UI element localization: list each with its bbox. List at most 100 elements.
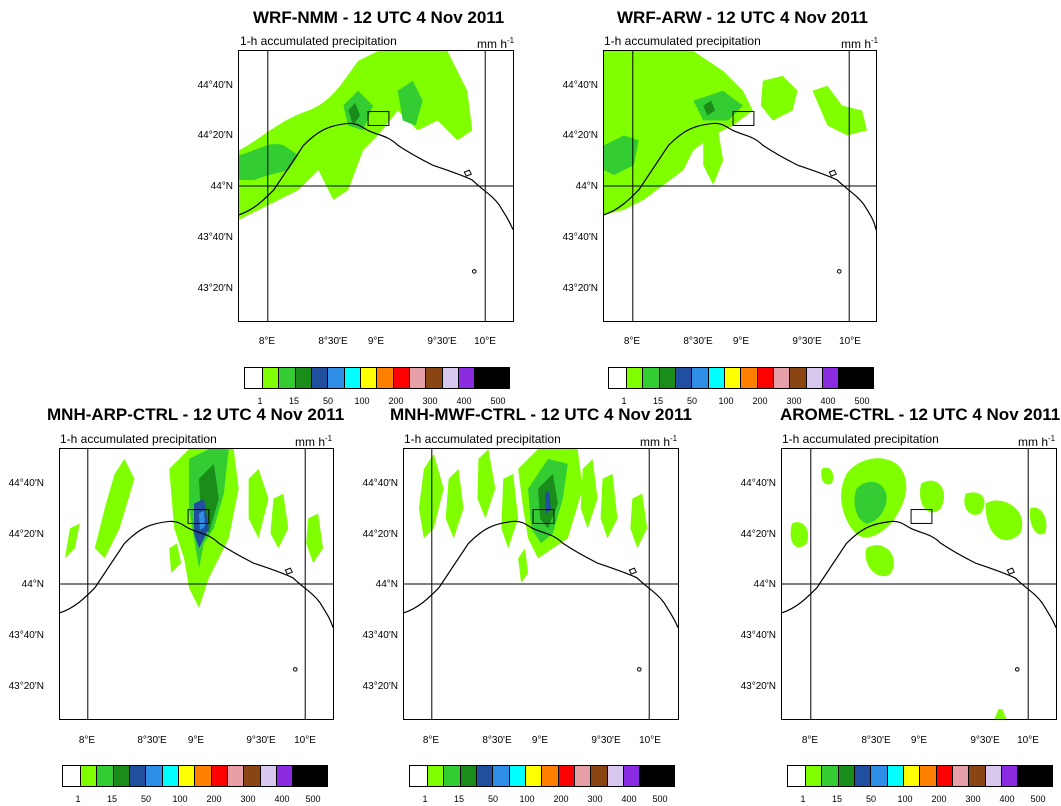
x-tick-label: 9°30'E — [427, 336, 457, 347]
x-tick-label: 8°E — [801, 735, 819, 746]
colorbar-swatch — [393, 368, 410, 388]
colorbar-swatch — [952, 766, 970, 786]
y-tick-label: 44°N — [21, 579, 44, 590]
colorbar-label: 200 — [206, 794, 222, 804]
x-tick-label: 9°E — [910, 735, 928, 746]
colorbar-swatch — [113, 766, 130, 786]
colorbar-swatch — [936, 766, 953, 786]
colorbar-swatch — [493, 766, 510, 786]
colorbar-label: 200 — [553, 794, 569, 804]
colorbar-swatch — [692, 368, 709, 388]
y-tick-label: 43°40'N — [740, 630, 776, 641]
colorbar-swatch — [558, 766, 575, 786]
x-tick-label: 10°E — [294, 735, 316, 746]
y-tick-label: 43°40'N — [562, 232, 598, 243]
colorbar-label: 300 — [587, 794, 603, 804]
y-tick-label: 43°40'N — [8, 630, 44, 641]
colorbar-swatch — [1018, 766, 1053, 786]
x-tick-label: 8°30'E — [861, 735, 891, 746]
colorbar-label: 100 — [718, 396, 734, 406]
colorbar-swatch — [887, 766, 904, 786]
precipitation-map — [239, 51, 513, 321]
y-tick-label: 44°40'N — [197, 80, 233, 91]
colorbar-swatch — [640, 766, 675, 786]
panel-subtitle: 1-h accumulated precipitation — [604, 34, 761, 48]
colorbar-swatch — [643, 368, 660, 388]
precipitation-map — [782, 449, 1056, 719]
y-tick-label: 44°N — [210, 181, 233, 192]
colorbar-swatch — [244, 766, 261, 786]
colorbar-label: 300 — [786, 396, 802, 406]
colorbar-swatch — [460, 766, 477, 786]
colorbar-swatch — [459, 368, 476, 388]
colorbar-label: 400 — [621, 794, 637, 804]
colorbar-label: 400 — [456, 396, 472, 406]
colorbar-swatch — [344, 368, 361, 388]
precipitation-map — [60, 449, 333, 719]
colorbar-swatch — [410, 766, 428, 786]
colorbar-label: 15 — [831, 794, 842, 804]
colorbar-swatch — [1002, 766, 1019, 786]
x-tick-label: 8°E — [78, 735, 96, 746]
y-tick-label: 43°20'N — [740, 681, 776, 692]
colorbar-swatch — [178, 766, 196, 786]
colorbar-swatch — [162, 766, 179, 786]
colorbar-swatch — [607, 766, 624, 786]
panel-title: AROME-CTRL - 12 UTC 4 Nov 2011 — [780, 405, 1061, 424]
colorbar-label: 15 — [453, 794, 464, 804]
colorbar-swatch — [624, 766, 641, 786]
colorbar-swatch — [245, 368, 263, 388]
colorbar-swatch — [757, 368, 774, 388]
colorbar-label: 1 — [257, 396, 263, 406]
map-frame — [603, 50, 877, 322]
x-tick-label: 9°30'E — [591, 735, 621, 746]
colorbar-swatch — [277, 766, 294, 786]
colorbar-label: 100 — [519, 794, 535, 804]
colorbar-swatch — [293, 766, 328, 786]
colorbar-label: 1 — [422, 794, 428, 804]
panel-subtitle: 1-h accumulated precipitation — [782, 432, 939, 446]
y-tick-label: 44°40'N — [362, 478, 398, 489]
x-tick-label: 9°E — [367, 336, 385, 347]
colorbar-label: 500 — [652, 794, 668, 804]
colorbar-swatch — [969, 766, 986, 786]
colorbar-swatch — [854, 766, 872, 786]
y-tick-label: 44°40'N — [740, 478, 776, 489]
colorbar-swatch — [262, 368, 280, 388]
colorbar-swatch — [360, 368, 378, 388]
colorbar-label: 100 — [897, 794, 913, 804]
colorbar-swatch — [409, 368, 427, 388]
x-tick-label: 10°E — [639, 735, 661, 746]
colorbar-swatch — [195, 766, 212, 786]
colorbar-label: 1 — [800, 794, 806, 804]
y-tick-label: 44°20'N — [8, 529, 44, 540]
panel-subtitle: 1-h accumulated precipitation — [404, 432, 561, 446]
colorbar-label: 100 — [354, 396, 370, 406]
colorbar-swatch — [823, 368, 840, 388]
y-tick-label: 44°20'N — [562, 130, 598, 141]
colorbar-swatch — [724, 368, 742, 388]
y-tick-label: 44°N — [575, 181, 598, 192]
colorbar — [409, 765, 675, 787]
colorbar-swatch — [659, 368, 676, 388]
x-tick-label: 9°30'E — [246, 735, 276, 746]
panel-title: WRF-ARW - 12 UTC 4 Nov 2011 — [617, 8, 868, 27]
colorbar-label: 1 — [75, 794, 81, 804]
colorbar-swatch — [805, 766, 823, 786]
colorbar-label: 300 — [240, 794, 256, 804]
y-tick-label: 44°40'N — [8, 478, 44, 489]
units-label: mm h-1 — [1018, 434, 1056, 449]
colorbar-swatch — [328, 368, 345, 388]
x-tick-label: 10°E — [474, 336, 496, 347]
colorbar-label: 500 — [490, 396, 506, 406]
units-label: mm h-1 — [640, 434, 678, 449]
y-tick-label: 43°20'N — [8, 681, 44, 692]
y-tick-label: 44°40'N — [562, 80, 598, 91]
y-tick-label: 44°20'N — [197, 130, 233, 141]
panel-title: MNH-MWF-CTRL - 12 UTC 4 Nov 2011 — [390, 405, 692, 424]
colorbar-label: 1 — [621, 396, 627, 406]
map-frame — [59, 448, 334, 720]
colorbar-swatch — [476, 766, 494, 786]
colorbar-swatch — [311, 368, 329, 388]
colorbar-label: 200 — [388, 396, 404, 406]
